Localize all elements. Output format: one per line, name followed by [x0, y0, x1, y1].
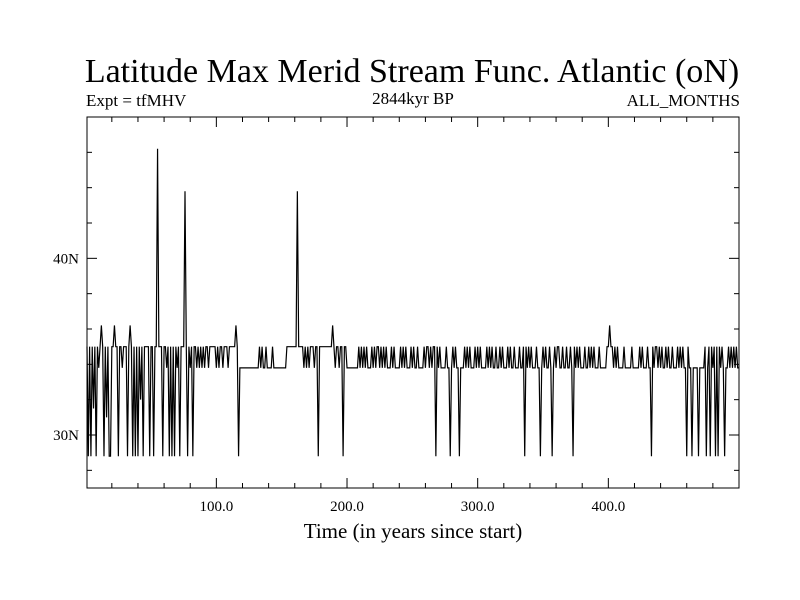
- x-axis-label: Time (in years since start): [304, 519, 523, 543]
- y-axis-tick-labels: 30N 40N: [53, 251, 79, 444]
- x-tick-label: 300.0: [461, 499, 495, 515]
- period-label: 2844kyr BP: [372, 89, 454, 108]
- y-tick-label: 30N: [53, 428, 79, 444]
- months-label: ALL_MONTHS: [627, 91, 740, 110]
- y-axis-ticks: [87, 151, 739, 471]
- y-tick-label: 40N: [53, 251, 79, 267]
- plot-frame: [86, 116, 740, 489]
- x-tick-label: 400.0: [591, 499, 625, 515]
- x-axis-ticks: [111, 117, 714, 488]
- experiment-label: Expt = tfMHV: [86, 91, 187, 110]
- series-line: [86, 148, 739, 457]
- chart-title: Latitude Max Merid Stream Func. Atlantic…: [85, 53, 739, 90]
- x-tick-label: 200.0: [330, 499, 364, 515]
- x-axis-tick-labels: 100.0 200.0 300.0 400.0: [199, 499, 625, 515]
- x-tick-label: 100.0: [199, 499, 233, 515]
